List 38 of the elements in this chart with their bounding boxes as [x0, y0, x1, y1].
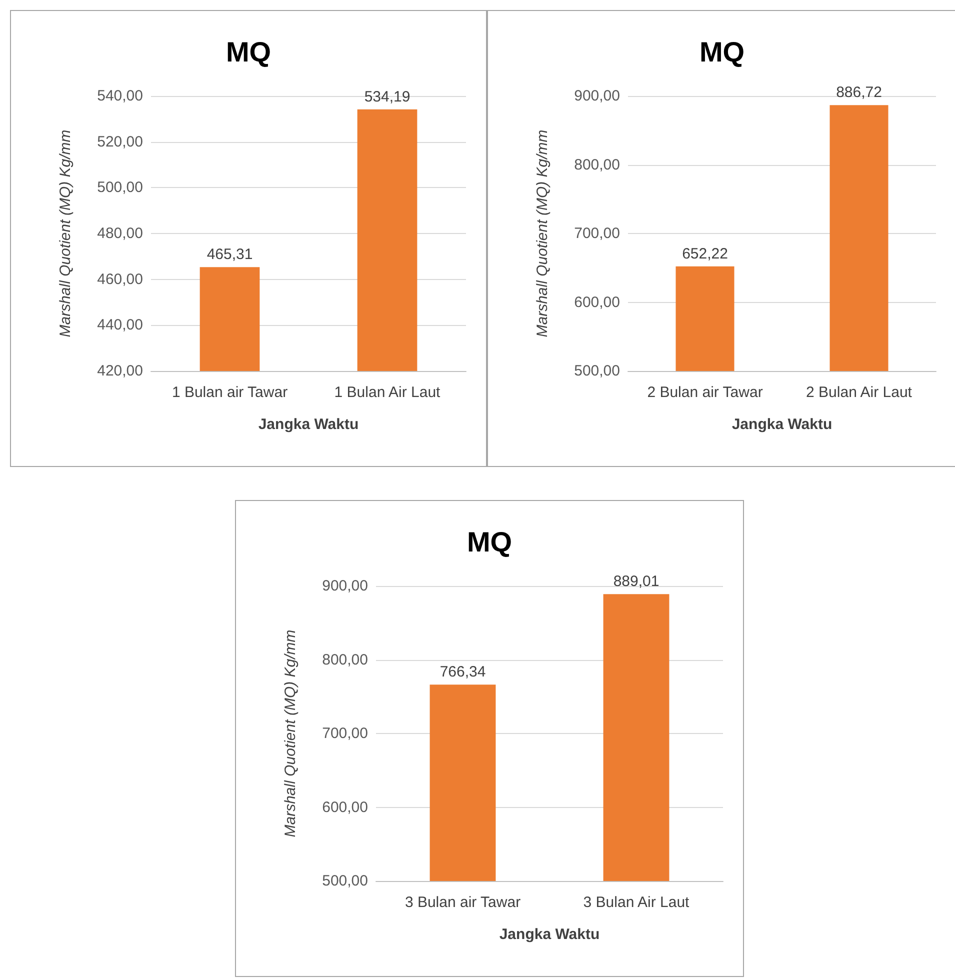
y-tick-label: 700,00	[322, 725, 368, 742]
data-label: 534,19	[364, 88, 410, 106]
data-label: 766,34	[440, 664, 486, 681]
y-tick-label: 800,00	[322, 651, 368, 668]
y-tick-label: 440,00	[97, 316, 143, 334]
y-tick-label: 600,00	[322, 798, 368, 816]
x-axis-title: Jangka Waktu	[499, 926, 600, 943]
x-axis-title: Jangka Waktu	[258, 416, 359, 433]
x-tick-label: 2 Bulan air Tawar	[647, 384, 763, 401]
y-tick-label: 500,00	[97, 179, 143, 196]
y-tick-label: 900,00	[574, 88, 620, 104]
data-label: 889,01	[613, 573, 660, 590]
data-label: 652,22	[682, 245, 728, 262]
data-label: 886,72	[836, 84, 882, 102]
y-tick-label: 420,00	[97, 362, 143, 380]
y-tick-label: 700,00	[574, 225, 620, 242]
y-axis-title: Marshall Quotient (MQ) Kg/mm	[534, 130, 551, 338]
y-axis-title: Marshall Quotient (MQ) Kg/mm	[282, 630, 299, 838]
y-tick-label: 540,00	[97, 88, 143, 104]
chart-title: MQ	[226, 36, 272, 68]
x-tick-label: 1 Bulan air Tawar	[172, 384, 288, 401]
data-label: 465,31	[206, 246, 253, 264]
x-axis-title: Jangka Waktu	[732, 416, 832, 433]
chart-title: MQ	[466, 526, 512, 558]
y-tick-label: 480,00	[97, 225, 143, 242]
y-tick-label: 600,00	[574, 294, 620, 311]
y-tick-label: 800,00	[574, 156, 620, 174]
chart-title: MQ	[699, 36, 745, 68]
y-tick-label: 900,00	[322, 578, 368, 594]
x-tick-label: 2 Bulan Air Laut	[806, 384, 913, 401]
y-tick-label: 520,00	[97, 133, 143, 150]
x-tick-label: 1 Bulan Air Laut	[334, 384, 442, 401]
y-tick-label: 460,00	[97, 270, 143, 288]
y-tick-label: 500,00	[322, 872, 368, 890]
x-tick-label: 3 Bulan air Tawar	[404, 894, 521, 911]
y-axis-title: Marshall Quotient (MQ) Kg/mm	[57, 130, 74, 338]
y-tick-label: 500,00	[574, 362, 620, 380]
x-tick-label: 3 Bulan Air Laut	[583, 894, 690, 911]
